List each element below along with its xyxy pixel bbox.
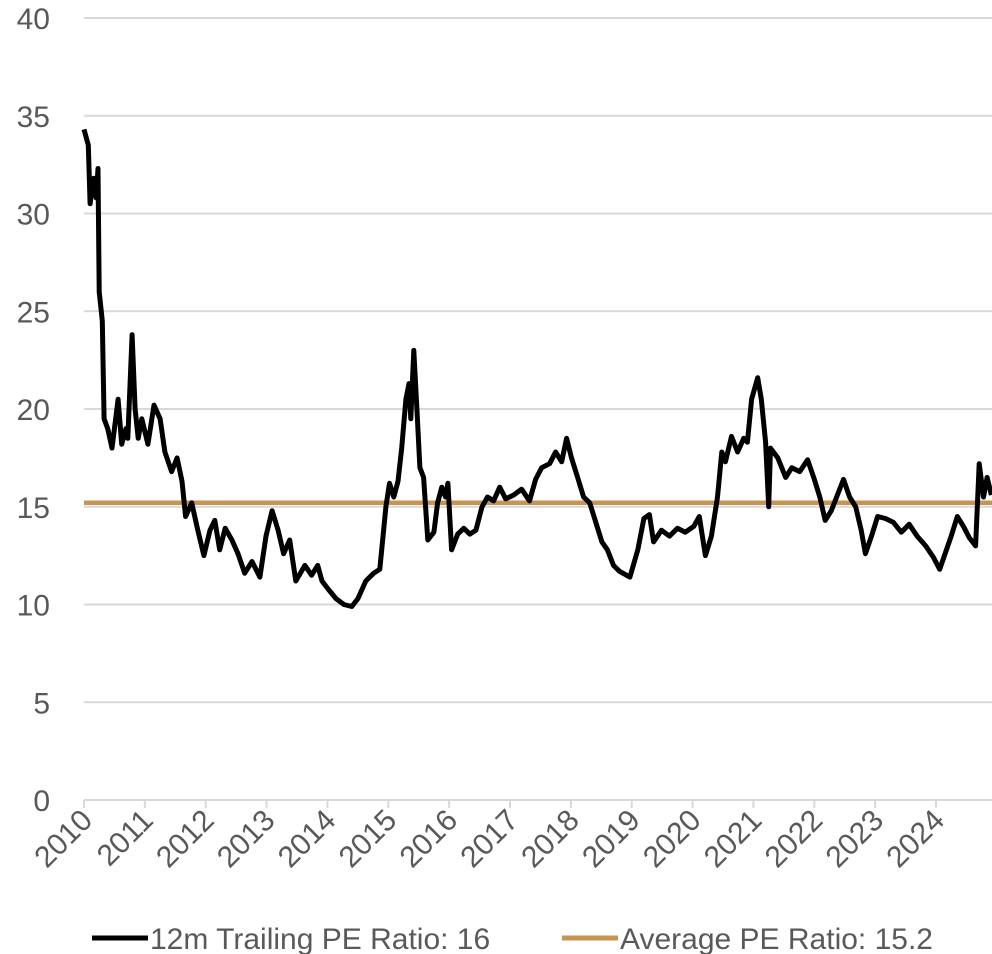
x-tick-label: 2020 [637, 804, 708, 875]
y-tick-label: 20 [17, 394, 50, 427]
x-tick-label: 2011 [91, 804, 160, 873]
y-tick-label: 25 [17, 296, 50, 329]
x-tick-label: 2014 [272, 804, 343, 875]
y-tick-label: 15 [17, 492, 50, 525]
y-tick-label: 35 [17, 101, 50, 134]
x-tick-label: 2013 [211, 804, 282, 875]
y-tick-label: 10 [17, 590, 50, 623]
legend-label: Average PE Ratio: 15.2 [620, 923, 933, 954]
y-tick-label: 40 [17, 3, 50, 36]
x-tick-label: 2024 [880, 804, 951, 875]
x-tick-label: 2017 [454, 804, 525, 875]
y-tick-label: 0 [33, 785, 50, 818]
x-tick-label: 2019 [576, 804, 647, 875]
x-tick-label: 2012 [150, 804, 221, 875]
x-tick-label: 2018 [515, 804, 586, 875]
series-line [81, 128, 992, 609]
x-tick-label: 2015 [333, 804, 404, 875]
x-tick-label: 2022 [759, 804, 830, 875]
legend-label: 12m Trailing PE Ratio: 16 [150, 923, 490, 954]
x-tick-label: 2016 [394, 804, 465, 875]
x-tick-label: 2023 [820, 804, 891, 875]
y-tick-label: 30 [17, 199, 50, 232]
x-tick-label: 2021 [698, 804, 769, 875]
y-tick-label: 5 [33, 687, 50, 720]
